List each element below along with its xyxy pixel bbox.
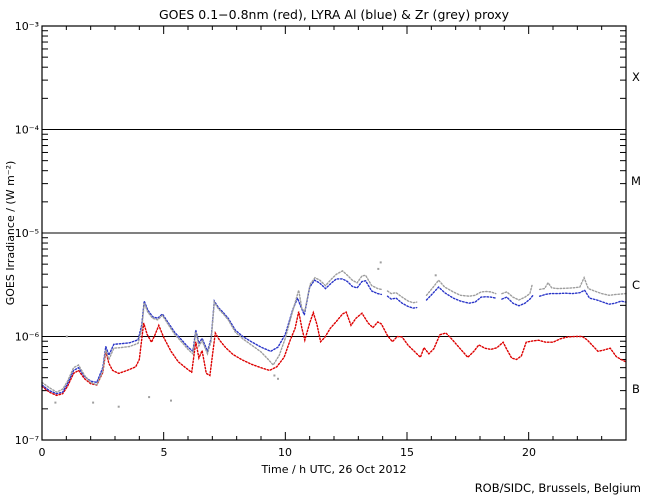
outlier-point-zr xyxy=(273,374,276,377)
series-zr xyxy=(501,283,533,301)
y-tick-label: 10⁻⁵ xyxy=(15,227,39,240)
series-al xyxy=(538,289,627,305)
outlier-point-zr xyxy=(434,274,437,277)
series-al xyxy=(425,286,497,304)
x-axis-label: Time / h UTC, 26 Oct 2012 xyxy=(261,463,407,476)
x-tick-label: 5 xyxy=(161,446,168,459)
outlier-point-zr xyxy=(92,401,95,404)
series-goes xyxy=(41,310,627,397)
flare-class-label-m: M xyxy=(631,174,641,188)
x-tick-label: 20 xyxy=(522,446,536,459)
series-zr xyxy=(41,270,383,393)
outlier-point-zr xyxy=(65,335,68,338)
outlier-point-zr xyxy=(379,261,382,264)
flare-class-label-x: X xyxy=(632,70,640,84)
flare-class-label-c: C xyxy=(632,278,640,292)
x-tick-label: 0 xyxy=(39,446,46,459)
outlier-point-zr xyxy=(377,267,380,270)
y-tick-label: 10⁻⁶ xyxy=(15,331,40,344)
credit-text: ROB/SIDC, Brussels, Belgium xyxy=(475,481,641,495)
plot-title: GOES 0.1−0.8nm (red), LYRA Al (blue) & Z… xyxy=(159,7,510,22)
series-zr xyxy=(538,275,627,297)
outlier-point-zr xyxy=(54,401,57,404)
x-tick-label: 15 xyxy=(400,446,414,459)
y-axis-label: GOES Irradiance / (W m⁻²) xyxy=(4,161,17,306)
plot-frame xyxy=(41,25,627,441)
y-tick-label: 10⁻⁴ xyxy=(15,124,40,137)
chart-layer xyxy=(41,25,627,441)
y-tick-label: 10⁻³ xyxy=(15,20,39,33)
series-zr xyxy=(386,290,418,304)
outlier-point-zr xyxy=(148,396,151,399)
y-tick-label: 10⁻⁷ xyxy=(15,434,39,447)
series-al xyxy=(501,294,534,307)
outlier-point-zr xyxy=(117,405,120,408)
outlier-point-zr xyxy=(170,399,172,402)
series-al xyxy=(386,295,418,309)
flare-class-label-b: B xyxy=(632,382,640,396)
outlier-point-zr xyxy=(277,377,279,380)
series-zr xyxy=(425,279,497,297)
x-tick-label: 10 xyxy=(278,446,292,459)
